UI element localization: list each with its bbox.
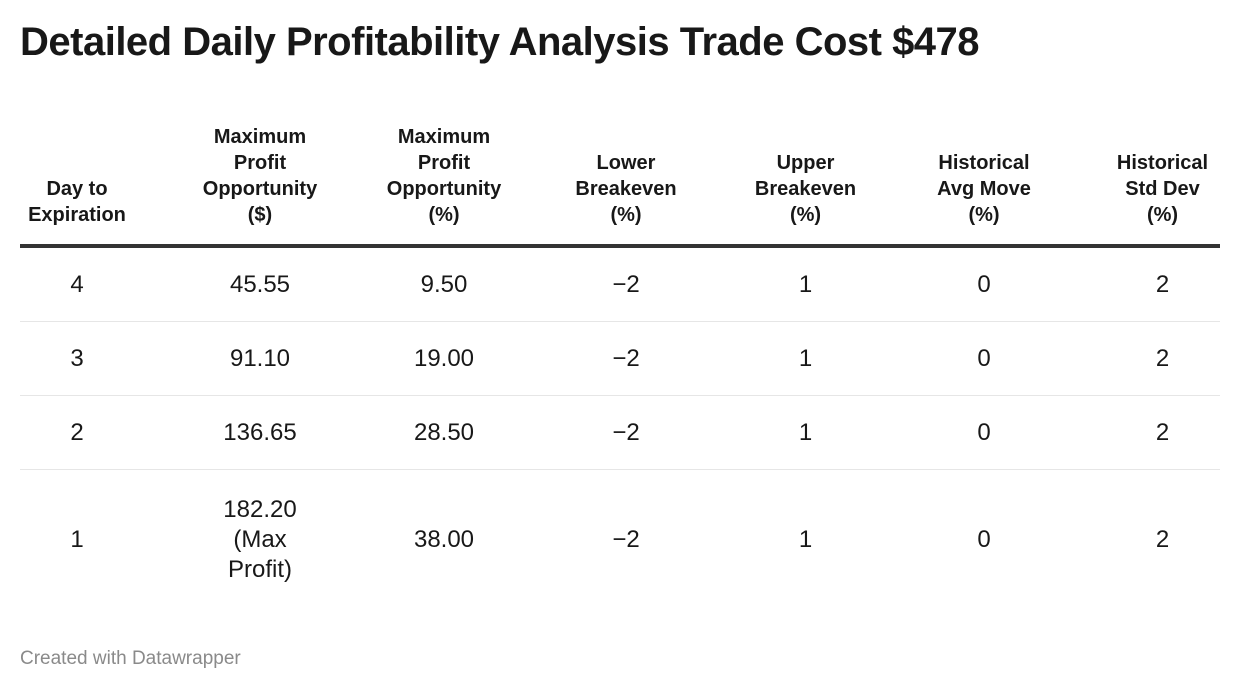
column-header: Maximum Profit Opportunity ($) (168, 124, 352, 248)
table-cell: 19.00 (352, 321, 536, 396)
table-cell: 2 (1073, 321, 1220, 396)
footer-credit: Created with Datawrapper (20, 648, 241, 669)
table-cell: 91.10 (168, 321, 352, 396)
table-cell: 4 (20, 246, 168, 322)
table-cell: 1 (798, 526, 813, 553)
table-cell: 2 (1155, 526, 1170, 553)
table-cell: 28.50 (352, 395, 536, 470)
table-cell: 0 (977, 526, 991, 553)
table-cell: 182.20 (Max Profit) (223, 496, 297, 583)
table-cell: −2 (612, 526, 640, 553)
column-header: Upper Breakeven (%) (716, 124, 895, 248)
table-cell: 0 (895, 395, 1073, 470)
table-cell: 1 (70, 526, 84, 553)
data-table: Day to Expiration Maximum Profit Opportunity… (20, 124, 1220, 610)
table-cell: 1 (716, 395, 895, 470)
table-row: 3 91.10 19.00 −2 1 0 2 (20, 321, 1220, 396)
table-cell: 1 (716, 321, 895, 396)
table-cell: 38.00 (413, 526, 475, 553)
column-header: Maximum Profit Opportunity (%) (352, 124, 536, 248)
table-cell: −2 (536, 321, 716, 396)
table-cell: 0 (895, 246, 1073, 322)
table-row: 4 45.55 9.50 −2 1 0 2 (20, 246, 1220, 322)
table-row: 1 182.20 (Max Profit) 38.00 −2 1 0 2 (20, 470, 1220, 611)
table-cell: 3 (20, 321, 168, 396)
table-cell: 136.65 (168, 395, 352, 470)
table-cell: 0 (895, 321, 1073, 396)
table-cell: 2 (1073, 246, 1220, 322)
table-row: 2 136.65 28.50 −2 1 0 2 (20, 395, 1220, 470)
table-cell: −2 (536, 246, 716, 322)
column-header: Historical Avg Move (%) (895, 124, 1073, 248)
column-header: Day to Expiration (20, 124, 168, 248)
column-header: Historical Std Dev (%) (1073, 124, 1220, 248)
table-cell: 45.55 (168, 246, 352, 322)
table-cell: 2 (20, 395, 168, 470)
table-cell: 1 (716, 246, 895, 322)
header-row: Day to Expiration Maximum Profit Opportunity… (20, 124, 1220, 248)
table-cell: 2 (1073, 395, 1220, 470)
column-header: Lower Breakeven (%) (536, 124, 716, 248)
chart-title: Detailed Daily Profitability Analysis Tr… (20, 20, 980, 64)
table-cell: −2 (536, 395, 716, 470)
table-cell: 9.50 (352, 246, 536, 322)
